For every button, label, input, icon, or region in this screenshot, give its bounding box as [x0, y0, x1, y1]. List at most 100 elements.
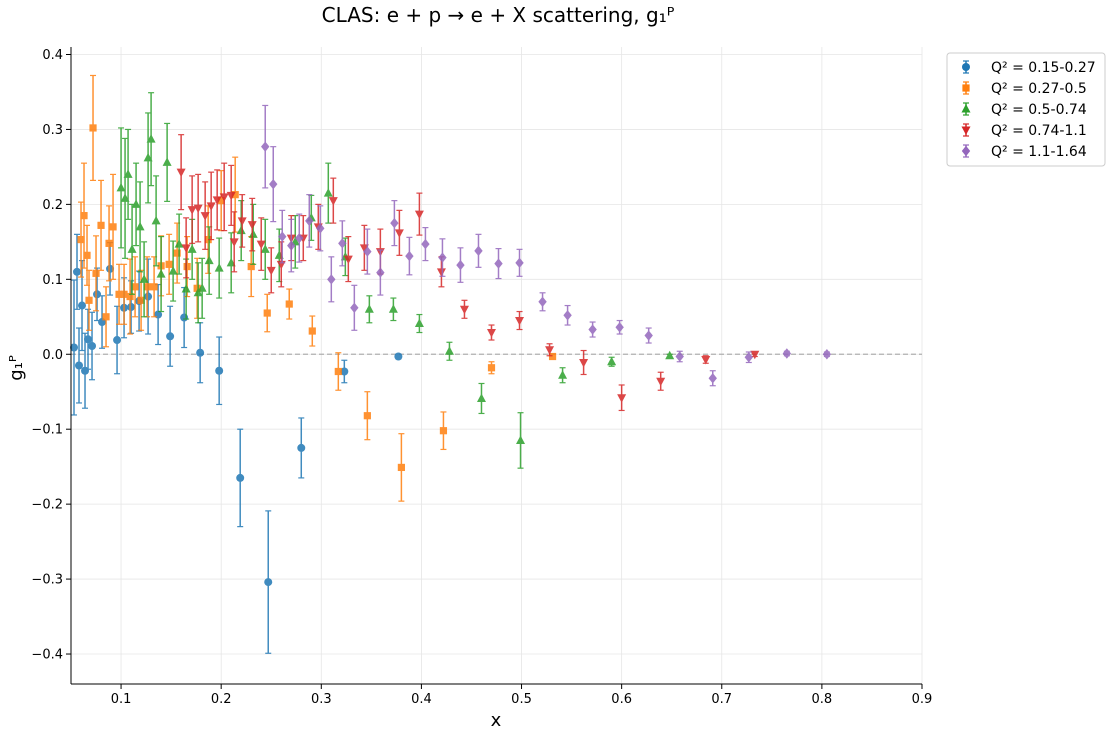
data-point [405, 250, 414, 262]
data-point [212, 196, 222, 205]
data-point [328, 197, 338, 206]
data-point [236, 473, 245, 482]
data-point [113, 336, 122, 345]
data-point [193, 287, 203, 297]
data-point [247, 262, 255, 271]
data-point [187, 206, 197, 215]
data-point [414, 318, 424, 328]
y-ticks: −0.4 −0.3 −0.2 −0.1 0.0 0.1 0.2 0.3 0.4 [31, 48, 71, 663]
data-point [156, 269, 166, 278]
data-point [388, 304, 398, 313]
data-point [181, 244, 191, 253]
data-point [144, 292, 153, 301]
data-point [474, 245, 483, 257]
data-point [83, 251, 91, 259]
data-point [516, 435, 526, 444]
data-point [126, 292, 134, 301]
y-tick-label: 0.1 [42, 273, 63, 288]
legend: Q² = 0.15-0.27 Q² = 0.27-0.5 Q² = 0.5-0.74… [946, 52, 1106, 167]
data-point [363, 246, 372, 257]
data-point [75, 361, 84, 370]
data-point [323, 188, 333, 197]
data-point [264, 578, 273, 587]
data-point [439, 427, 448, 435]
data-point [421, 238, 430, 250]
data-series [70, 74, 832, 654]
data-point [744, 352, 753, 363]
data-point [247, 221, 257, 230]
legend-marker [961, 104, 971, 113]
data-point [266, 266, 276, 276]
data-point [414, 210, 424, 220]
x-tick-label: 0.5 [511, 692, 532, 707]
data-point [231, 191, 239, 199]
data-point [73, 267, 82, 276]
data-point [269, 178, 278, 190]
data-point [701, 356, 711, 365]
series-4 [176, 134, 760, 412]
data-point [438, 252, 447, 263]
data-point [168, 266, 178, 275]
x-tick-label: 0.7 [711, 692, 732, 707]
legend-marker [961, 145, 971, 157]
data-point [174, 239, 184, 248]
data-point [782, 348, 792, 359]
data-point [615, 322, 624, 333]
data-point [106, 264, 115, 273]
data-point [226, 191, 236, 201]
data-point [85, 296, 93, 304]
data-point [456, 259, 465, 271]
data-point [708, 373, 717, 384]
data-point [515, 257, 524, 269]
data-point [343, 255, 353, 265]
legend-label: Q² = 0.27-0.5 [991, 81, 1087, 97]
data-point [376, 267, 385, 278]
data-point [166, 332, 175, 341]
data-point [120, 193, 130, 202]
data-point [644, 330, 653, 341]
legend-marker [962, 63, 970, 71]
data-point [151, 215, 161, 225]
data-point [436, 268, 446, 277]
x-ticks: 0.1 0.2 0.3 0.4 0.5 0.6 0.7 0.8 0.9 [111, 684, 932, 707]
data-point [97, 221, 105, 229]
data-point [476, 393, 486, 402]
data-point [93, 290, 102, 299]
data-point [363, 412, 371, 420]
data-point [397, 463, 405, 472]
data-point [80, 212, 88, 220]
data-point [109, 223, 117, 231]
grid-lines [71, 47, 923, 684]
data-point [248, 229, 258, 238]
data-point [545, 346, 555, 355]
data-point [236, 225, 246, 235]
legend-box [946, 52, 1106, 167]
data-point [308, 327, 316, 335]
data-point [327, 274, 336, 285]
x-tick-label: 0.8 [812, 692, 833, 707]
chart-title: CLAS: e + p → e + X scattering, g₁ᴾ [322, 3, 675, 27]
data-point [237, 217, 247, 226]
data-point [137, 296, 145, 304]
x-tick-label: 0.6 [611, 692, 632, 707]
data-point [115, 290, 123, 298]
legend-label: Q² = 1.1-1.64 [991, 144, 1087, 160]
data-point [538, 296, 547, 307]
data-point [579, 359, 589, 368]
data-point [394, 229, 404, 238]
data-point [459, 305, 469, 315]
data-point [143, 283, 151, 291]
data-point [176, 168, 186, 178]
data-point [394, 352, 403, 361]
data-point [215, 366, 224, 375]
x-tick-label: 0.3 [311, 692, 332, 707]
data-point [88, 342, 97, 351]
data-point [675, 351, 684, 362]
data-point [665, 350, 675, 360]
data-point [276, 260, 286, 270]
data-point [127, 303, 136, 312]
data-point [287, 240, 296, 251]
data-point [486, 329, 496, 338]
data-point [607, 356, 617, 366]
data-point [123, 169, 133, 178]
